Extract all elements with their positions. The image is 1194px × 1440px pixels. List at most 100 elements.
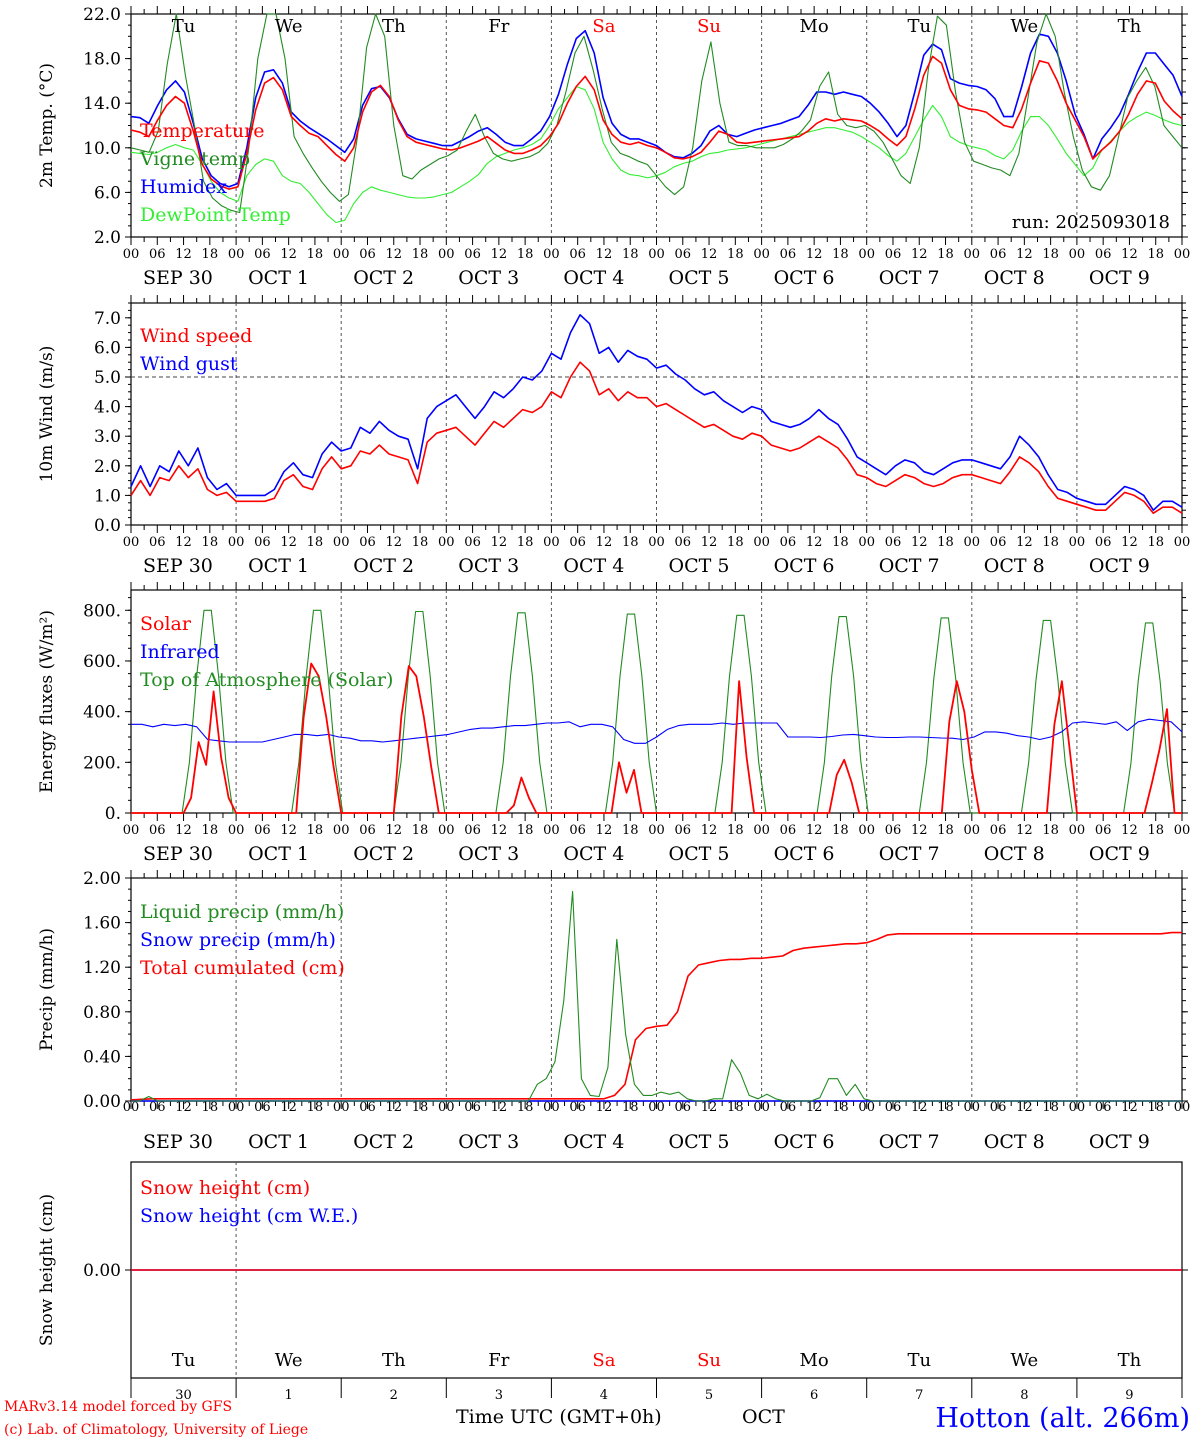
weekday-label: Sa [592, 1350, 615, 1371]
y-tick-label: 3.0 [94, 427, 121, 447]
hour-label: 06 [359, 535, 376, 550]
hour-label: 06 [675, 535, 692, 550]
date-label: OCT 4 [563, 267, 624, 289]
hour-label: 00 [964, 535, 981, 550]
y-tick-label: 18.0 [83, 50, 121, 70]
hour-label: 00 [753, 823, 770, 838]
date-label: OCT 6 [774, 1131, 835, 1153]
weekday-label: Su [697, 1350, 721, 1371]
date-label: OCT 8 [984, 555, 1045, 577]
hour-label: 18 [307, 1100, 324, 1115]
hour-label: 12 [175, 1100, 192, 1115]
legend-entry: Wind speed [140, 325, 252, 347]
weekday-label: We [1011, 1350, 1039, 1371]
hour-label: 00 [438, 823, 455, 838]
hour-label: 00 [753, 1100, 770, 1115]
hour-label: 18 [937, 535, 954, 550]
date-label: OCT 2 [353, 267, 414, 289]
hour-label: 18 [1042, 247, 1059, 262]
hour-label: 00 [333, 823, 350, 838]
hour-label: 12 [1016, 535, 1033, 550]
series-line-humidex [130, 29, 1183, 188]
day-number-label: 9 [1125, 1388, 1133, 1403]
date-label: OCT 6 [774, 555, 835, 577]
date-label: OCT 8 [984, 267, 1045, 289]
hour-label: 12 [1121, 535, 1138, 550]
series-line-solar [131, 662, 1182, 814]
hour-label: 18 [1042, 535, 1059, 550]
hour-label: 18 [1147, 1100, 1164, 1115]
hour-label: 18 [202, 535, 219, 550]
hour-label: 18 [622, 1100, 639, 1115]
day-number-label: 6 [810, 1388, 818, 1403]
hour-label: 06 [149, 247, 166, 262]
hour-label: 00 [964, 1100, 981, 1115]
hour-label: 18 [202, 1100, 219, 1115]
date-label: SEP 30 [143, 267, 213, 289]
date-label: SEP 30 [143, 555, 213, 577]
hour-label: 12 [1016, 823, 1033, 838]
hour-label: 06 [990, 247, 1007, 262]
hour-label: 00 [123, 1100, 140, 1115]
hour-label: 06 [149, 535, 166, 550]
hour-label: 00 [858, 247, 875, 262]
hour-label: 00 [543, 1100, 560, 1115]
plot-frame [130, 589, 1183, 814]
hour-label: 18 [307, 535, 324, 550]
hour-label: 06 [885, 823, 902, 838]
lab-credit: (c) Lab. of Climatology, University of L… [4, 1422, 308, 1438]
x-axis-label: Time UTC (GMT+0h) [456, 1406, 662, 1428]
hour-label: 18 [412, 247, 429, 262]
date-label: OCT 2 [353, 555, 414, 577]
hour-label: 00 [858, 1100, 875, 1115]
hour-label: 06 [1095, 535, 1112, 550]
hour-label: 12 [596, 823, 613, 838]
hour-label: 12 [911, 535, 928, 550]
hour-label: 00 [648, 1100, 665, 1115]
weekday-label: Mo [800, 1350, 829, 1371]
hour-label: 18 [727, 247, 744, 262]
hour-label: 00 [438, 535, 455, 550]
hour-label: 06 [780, 1100, 797, 1115]
hour-label: 06 [885, 535, 902, 550]
hour-label: 06 [464, 247, 481, 262]
y-tick-label: 2.00 [83, 869, 121, 889]
y-tick-label: 14.0 [83, 94, 121, 114]
series-line-infrared [131, 718, 1183, 744]
date-label: OCT 4 [563, 843, 624, 865]
hour-label: 18 [1147, 247, 1164, 262]
hour-label: 12 [385, 535, 402, 550]
hour-label: 12 [596, 247, 613, 262]
hour-label: 06 [780, 247, 797, 262]
day-number-label: 30 [175, 1388, 192, 1403]
hour-label: 12 [280, 247, 297, 262]
weekday-label: Th [382, 16, 406, 37]
hour-label: 00 [964, 823, 981, 838]
date-label: OCT 2 [353, 1131, 414, 1153]
y-tick-label: 6.0 [94, 338, 121, 358]
date-label: OCT 7 [879, 555, 940, 577]
date-label: OCT 2 [353, 843, 414, 865]
day-number-label: 8 [1020, 1388, 1028, 1403]
hour-label: 06 [569, 1100, 586, 1115]
date-label: OCT 5 [669, 843, 730, 865]
hour-label: 18 [727, 535, 744, 550]
series-line-wind-speed [130, 361, 1183, 515]
hour-label: 06 [254, 535, 271, 550]
hour-label: 12 [806, 247, 823, 262]
hour-label: 00 [228, 1100, 245, 1115]
date-label: OCT 3 [458, 555, 519, 577]
legend-entry: Infrared [140, 641, 220, 663]
y-tick-label: 0.80 [83, 1003, 121, 1023]
hour-label: 18 [727, 823, 744, 838]
hour-label: 18 [412, 823, 429, 838]
y-tick-label: 6.0 [94, 183, 121, 203]
hour-label: 00 [964, 247, 981, 262]
hour-label: 12 [596, 535, 613, 550]
hour-label: 00 [543, 823, 560, 838]
hour-label: 12 [806, 535, 823, 550]
hour-label: 06 [569, 535, 586, 550]
hour-label: 12 [911, 1100, 928, 1115]
